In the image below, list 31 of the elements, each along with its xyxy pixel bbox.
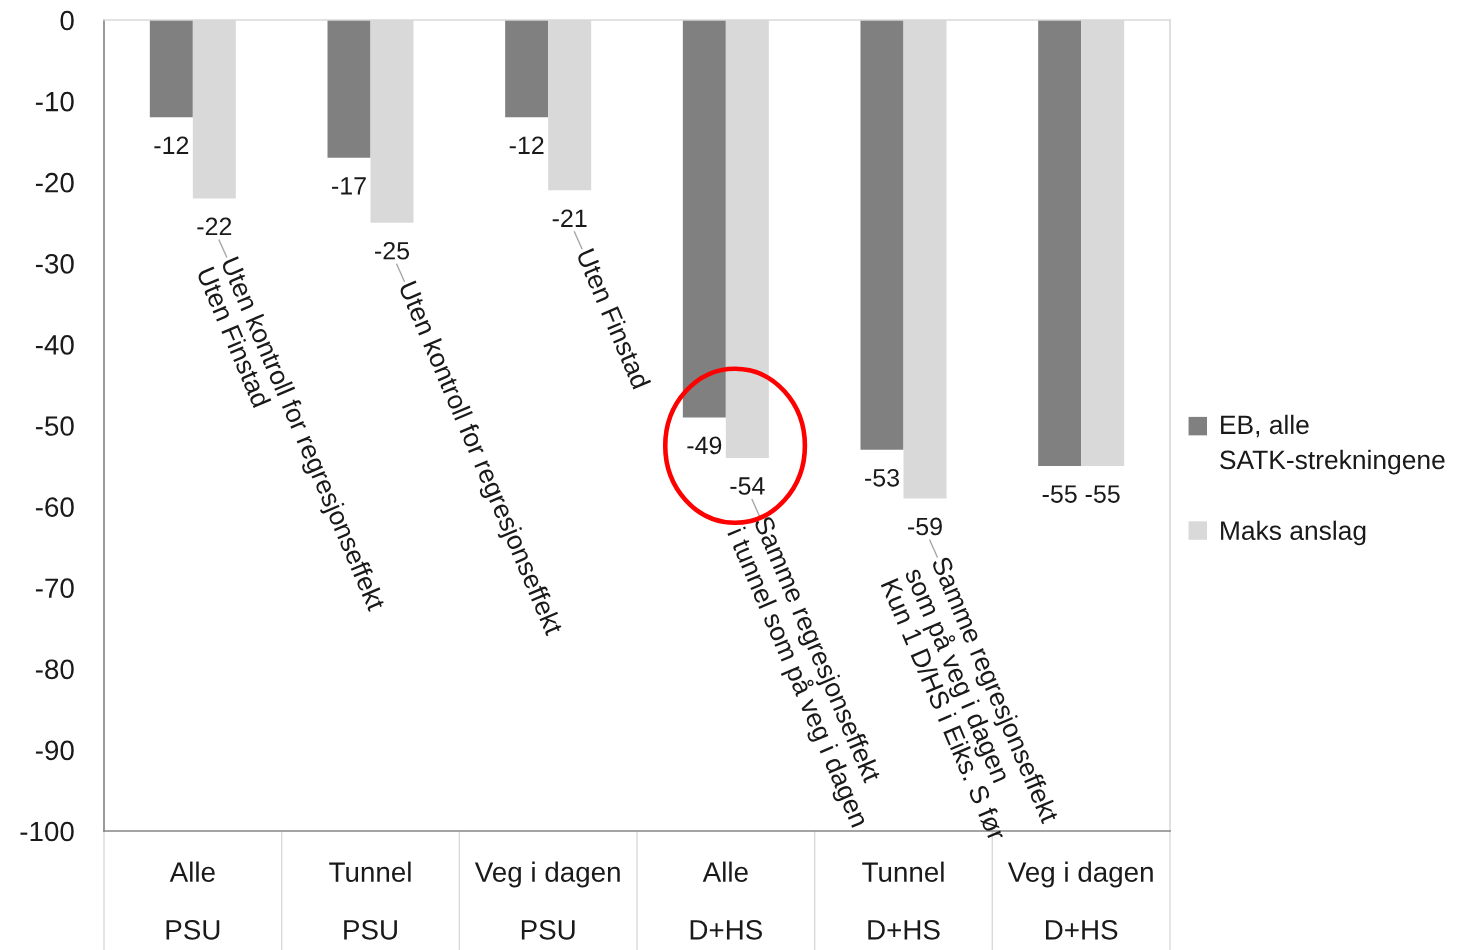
data-label: -55: [1042, 485, 1077, 503]
legend-label: EB, alle SATK-strekningene: [1220, 414, 1445, 475]
y-tick-label: -30: [35, 253, 74, 274]
data-label: -55: [1085, 485, 1120, 503]
y-tick-label: -50: [35, 416, 74, 436]
y-tick-label: -90: [35, 740, 74, 761]
data-label: -17: [332, 177, 366, 195]
data-label: -53: [865, 468, 899, 487]
data-label: -12: [509, 136, 544, 154]
x-tick-label: Veg i dagen PSU: [474, 861, 620, 940]
category-label: Alle D+HS: [690, 861, 762, 940]
data-label: -49: [687, 436, 722, 455]
legend-label: Maks anslag: [1221, 520, 1366, 546]
data-label: -22: [197, 217, 232, 236]
data-label: -59: [908, 517, 942, 536]
y-tick-label: -10: [35, 91, 74, 112]
data-label: -54: [730, 477, 765, 495]
data-label: -12: [154, 136, 189, 154]
category-label: Alle PSU: [166, 861, 220, 940]
y-tick-label: -60: [35, 497, 74, 517]
y-tick-label: -100: [20, 821, 74, 842]
data-label: -25: [375, 241, 410, 260]
category-label: Tunnel D+HS: [862, 861, 944, 940]
y-tick-label: -40: [35, 335, 74, 355]
y-tick-label: -70: [35, 578, 74, 599]
data-label: -21: [552, 209, 587, 227]
y-tick-label: -20: [35, 172, 74, 193]
category-label: Tunnel PSU: [329, 861, 411, 940]
y-tick-label: -80: [35, 659, 74, 680]
x-tick-label: Veg i dagen D+HS: [1007, 861, 1153, 940]
y-tick-label: 0: [60, 10, 74, 31]
